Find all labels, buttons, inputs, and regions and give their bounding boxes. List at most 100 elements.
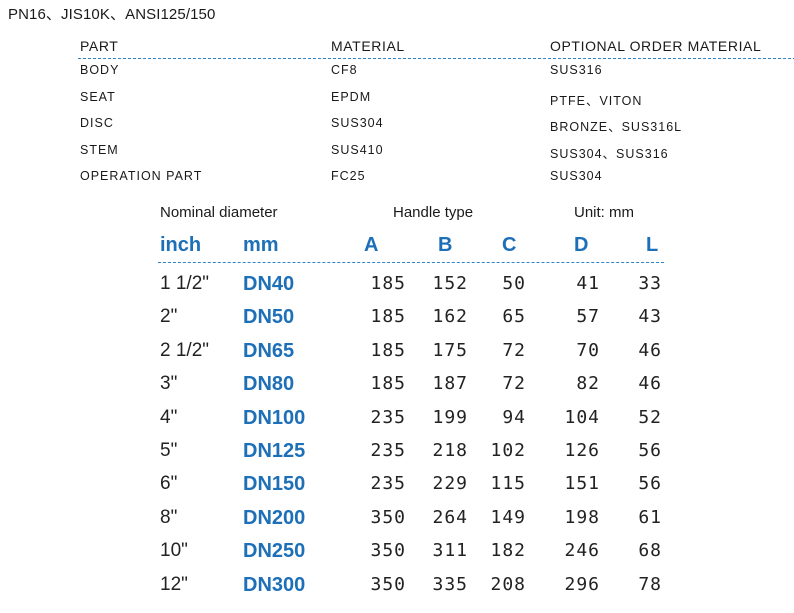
- header-material: MATERIAL: [331, 38, 405, 54]
- dimension-table: Nominal diameter Handle type Unit: mm in…: [158, 200, 664, 601]
- standards-line: PN16、JIS10K、ANSI125/150: [8, 6, 216, 23]
- dim-d-cell: 246: [564, 540, 600, 562]
- dim-l-cell: 78: [638, 573, 662, 595]
- header-part: PART: [80, 38, 119, 54]
- inch-cell: 3": [160, 373, 178, 395]
- dim-a-cell: 185: [370, 306, 406, 328]
- caption-nominal-diameter: Nominal diameter: [160, 204, 278, 221]
- dn-cell: DN150: [243, 473, 306, 496]
- table-row: 1 1/2" DN40 185 152 50 41 33: [158, 267, 664, 300]
- dim-b-cell: 187: [432, 373, 468, 395]
- header-c: C: [502, 234, 517, 256]
- dim-b-cell: 162: [432, 306, 468, 328]
- header-optional-material: OPTIONAL ORDER MATERIAL: [550, 38, 762, 54]
- dim-l-cell: 46: [638, 373, 662, 395]
- dim-d-cell: 198: [564, 506, 600, 528]
- table-row: 8" DN200 350 264 149 198 61: [158, 501, 664, 534]
- inch-cell: 4": [160, 406, 178, 428]
- inch-cell: 1 1/2": [160, 273, 210, 294]
- header-b: B: [438, 234, 453, 256]
- caption-unit: Unit: mm: [574, 204, 634, 221]
- table-row: 3" DN80 185 187 72 82 46: [158, 367, 664, 400]
- dim-b-cell: 175: [432, 339, 468, 361]
- inch-cell: 2 1/2": [160, 339, 210, 361]
- dim-a-cell: 185: [370, 273, 406, 294]
- dim-d-cell: 41: [576, 273, 600, 294]
- dim-l-cell: 52: [638, 406, 662, 428]
- table-row: OPERATION PART FC25 SUS304: [78, 165, 794, 192]
- dim-c-cell: 208: [490, 573, 526, 595]
- optional-material-cell: SUS316: [550, 63, 603, 77]
- part-cell: DISC: [80, 116, 114, 131]
- dim-b-cell: 335: [432, 573, 468, 595]
- dim-c-cell: 182: [490, 540, 526, 562]
- dim-a-cell: 350: [370, 573, 406, 595]
- dim-d-cell: 82: [576, 373, 600, 395]
- table-row: BODY CF8 SUS316: [78, 59, 794, 86]
- inch-cell: 10": [160, 540, 188, 562]
- table-row: 10" DN250 350 311 182 246 68: [158, 534, 664, 567]
- header-l: L: [646, 234, 659, 256]
- material-header-divider: [78, 58, 794, 59]
- dim-c-cell: 72: [502, 339, 526, 361]
- dn-cell: DN40: [243, 273, 295, 295]
- dim-b-cell: 199: [432, 406, 468, 428]
- dim-b-cell: 218: [432, 439, 468, 461]
- dim-a-cell: 185: [370, 339, 406, 361]
- dim-c-cell: 72: [502, 373, 526, 395]
- table-row: DISC SUS304 BRONZE、SUS316L: [78, 112, 794, 139]
- dn-cell: DN65: [243, 339, 295, 362]
- dim-l-cell: 68: [638, 540, 662, 562]
- dim-a-cell: 350: [370, 540, 406, 562]
- dim-a-cell: 235: [370, 473, 406, 495]
- dn-cell: DN100: [243, 406, 306, 429]
- table-row: SEAT EPDM PTFE、VITON: [78, 86, 794, 113]
- dim-c-cell: 149: [490, 506, 526, 528]
- dim-b-cell: 229: [432, 473, 468, 495]
- table-row: 4" DN100 235 199 94 104 52: [158, 401, 664, 434]
- dim-b-cell: 311: [432, 540, 468, 562]
- dimension-table-header: inch mm A B C D L: [158, 228, 664, 262]
- dim-c-cell: 50: [502, 273, 526, 294]
- optional-material-cell: SUS304: [550, 169, 603, 184]
- table-row: STEM SUS410 SUS304、SUS316: [78, 139, 794, 166]
- part-cell: OPERATION PART: [80, 169, 203, 184]
- material-table: PART MATERIAL OPTIONAL ORDER MATERIAL BO…: [78, 36, 794, 192]
- optional-material-cell: BRONZE、SUS316L: [550, 120, 683, 135]
- dim-l-cell: 33: [638, 273, 662, 294]
- dn-cell: DN300: [243, 573, 306, 596]
- material-cell: SUS410: [331, 142, 384, 157]
- dim-a-cell: 350: [370, 506, 406, 528]
- optional-material-cell: SUS304、SUS316: [550, 146, 669, 161]
- material-cell: EPDM: [331, 89, 372, 104]
- dim-d-cell: 126: [564, 439, 600, 461]
- dim-a-cell: 235: [370, 406, 406, 428]
- dim-d-cell: 57: [576, 306, 600, 328]
- material-cell: CF8: [331, 63, 358, 77]
- part-cell: SEAT: [80, 89, 116, 104]
- material-table-header: PART MATERIAL OPTIONAL ORDER MATERIAL: [78, 36, 794, 58]
- dn-cell: DN80: [243, 373, 295, 396]
- material-cell: SUS304: [331, 116, 384, 131]
- dim-a-cell: 235: [370, 439, 406, 461]
- dim-c-cell: 115: [490, 473, 526, 495]
- table-row: 2 1/2" DN65 185 175 72 70 46: [158, 334, 664, 367]
- dim-d-cell: 70: [576, 339, 600, 361]
- table-row: 2" DN50 185 162 65 57 43: [158, 300, 664, 333]
- table-row: 5" DN125 235 218 102 126 56: [158, 434, 664, 467]
- dim-a-cell: 185: [370, 373, 406, 395]
- dn-cell: DN200: [243, 506, 306, 529]
- dim-b-cell: 152: [432, 273, 468, 294]
- dim-d-cell: 296: [564, 573, 600, 595]
- inch-cell: 5": [160, 439, 178, 461]
- dim-l-cell: 56: [638, 473, 662, 495]
- part-cell: STEM: [80, 142, 119, 157]
- dim-c-cell: 65: [502, 306, 526, 328]
- dim-l-cell: 43: [638, 306, 662, 328]
- table-row: 6" DN150 235 229 115 151 56: [158, 467, 664, 500]
- caption-handle-type: Handle type: [393, 204, 474, 221]
- dim-d-cell: 151: [564, 473, 600, 495]
- header-mm: mm: [243, 234, 279, 256]
- inch-cell: 2": [160, 306, 178, 328]
- inch-cell: 6": [160, 473, 178, 495]
